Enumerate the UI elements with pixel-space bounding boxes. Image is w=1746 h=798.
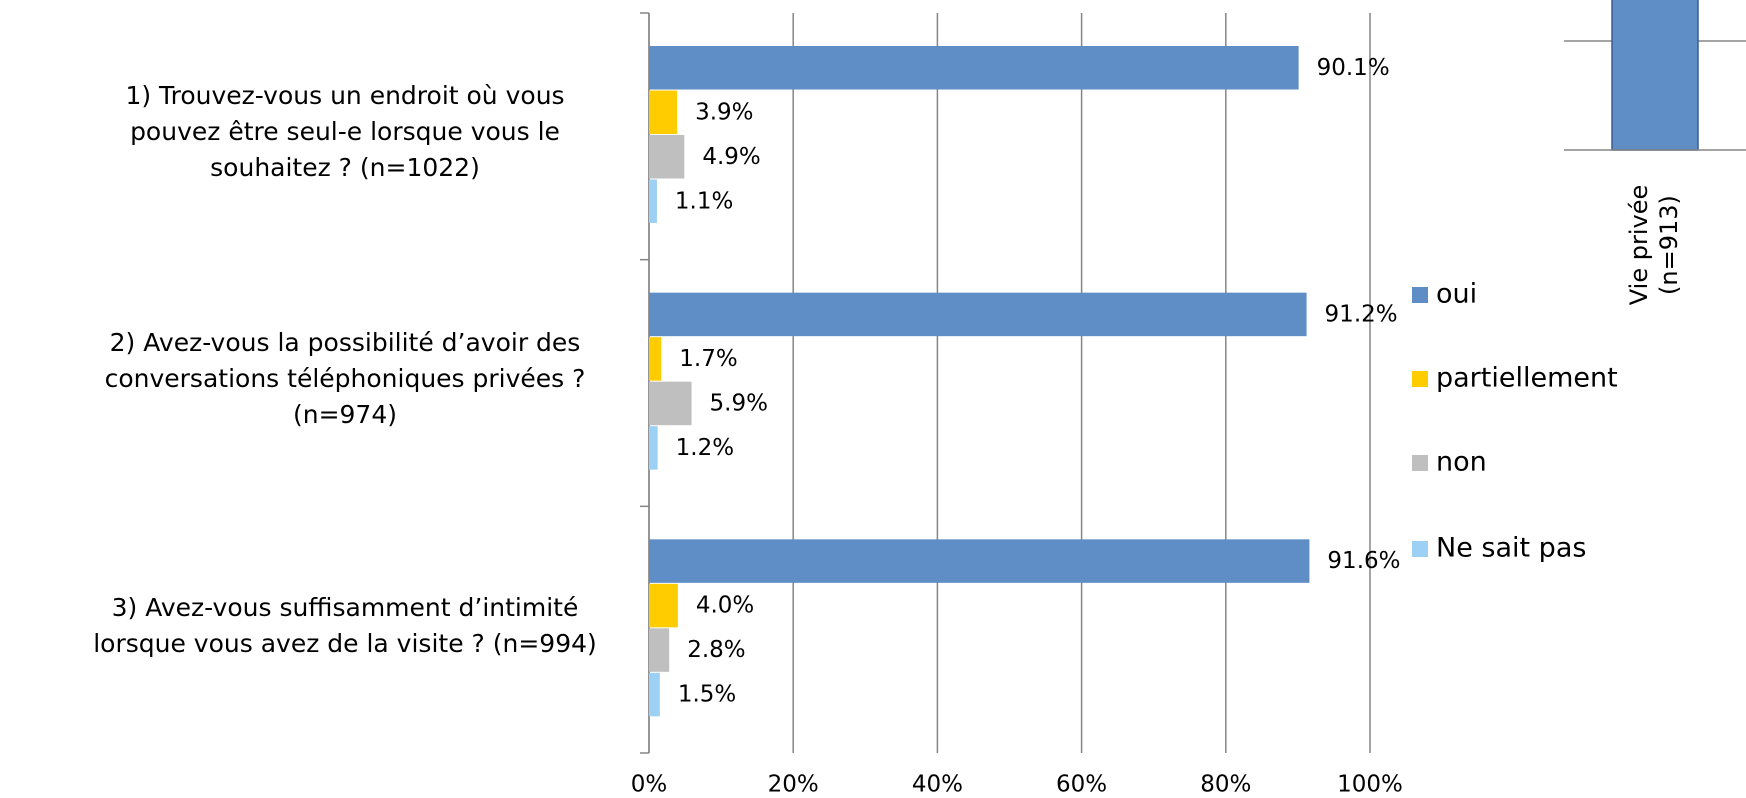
bar (649, 292, 1307, 337)
bar (649, 337, 662, 381)
legend-swatch (1412, 371, 1428, 387)
data-label: 91.2% (1325, 301, 1398, 327)
x-tick-label: 20% (768, 772, 819, 798)
data-label: 5.9% (710, 390, 768, 416)
x-tick-label: 100% (1337, 772, 1403, 798)
bar (649, 135, 685, 179)
x-tick-label: 80% (1200, 772, 1251, 798)
bar (649, 90, 678, 134)
bar (649, 583, 678, 628)
legend-swatch (1412, 455, 1428, 471)
inset-label: (n=913) (1655, 195, 1683, 295)
data-label: 90.1% (1317, 55, 1390, 81)
bar (649, 381, 692, 426)
data-label: 4.0% (696, 593, 754, 619)
legend-label: partiellement (1436, 363, 1618, 394)
inset-bar (1611, 0, 1699, 151)
x-tick-label: 40% (912, 772, 963, 798)
data-label: 1.2% (676, 435, 734, 461)
bar (649, 426, 658, 470)
category-label: 2) Avez-vous la possibilité d’avoir des … (104, 328, 586, 429)
bar (649, 179, 657, 223)
bar (649, 46, 1299, 90)
x-tick-label: 60% (1056, 772, 1107, 798)
legend-swatch (1412, 541, 1428, 557)
inset-label: Vie privée (1625, 185, 1653, 305)
legend-label: Ne sait pas (1436, 533, 1586, 564)
data-label: 1.5% (678, 682, 736, 708)
category-label: 1) Trouvez-vous un endroit où vous pouve… (125, 81, 565, 183)
data-label: 2.8% (687, 637, 745, 663)
legend-swatch (1412, 287, 1428, 303)
bar (649, 539, 1310, 583)
data-label: 3.9% (695, 99, 753, 125)
data-label: 91.6% (1327, 548, 1400, 574)
legend-label: oui (1436, 279, 1477, 310)
legend-label: non (1436, 447, 1487, 478)
bar (649, 628, 670, 672)
category-label: 3) Avez-vous suffisamment d’intimité lor… (93, 592, 597, 658)
bar (649, 672, 660, 717)
data-label: 1.1% (675, 188, 733, 214)
data-label: 4.9% (702, 144, 760, 170)
data-label: 1.7% (679, 346, 737, 372)
x-tick-label: 0% (631, 772, 668, 798)
